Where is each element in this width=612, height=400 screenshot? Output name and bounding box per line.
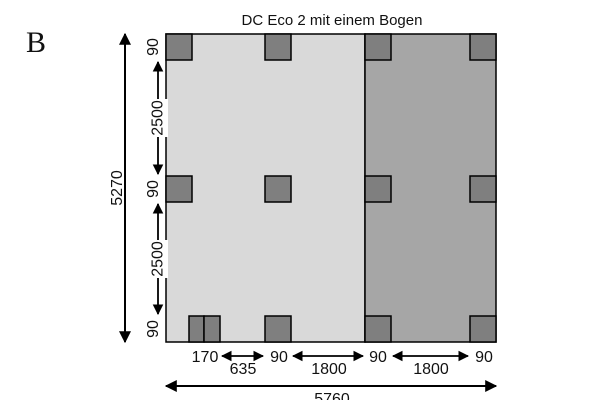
post-mid-left — [165, 175, 193, 203]
post-mid-divider — [364, 175, 392, 203]
total-width-label: 5760 — [314, 391, 350, 400]
panel-letter: B — [26, 26, 46, 59]
total-height-label: 5270 — [109, 170, 126, 206]
left-dim-top-post: 90 — [145, 38, 162, 56]
post-bottom-right — [469, 315, 497, 343]
post-top-right — [469, 33, 497, 61]
bottom-dim-span-a: 1800 — [311, 361, 347, 378]
diagram-title: DC Eco 2 mit einem Bogen — [242, 12, 423, 29]
left-dim-lower-span: 2500 — [150, 241, 167, 277]
bottom-dim-post-b: 90 — [369, 349, 387, 366]
left-dim-mid-post: 90 — [145, 180, 162, 198]
bottom-dim-gap-a: 635 — [230, 361, 257, 378]
post-top-center — [264, 33, 292, 61]
post-bottom-center — [264, 315, 292, 343]
post-bottom-left-a — [188, 315, 205, 343]
post-mid-center — [264, 175, 292, 203]
bottom-dim-first-offset: 170 — [192, 349, 219, 366]
bottom-dim-post-c: 90 — [475, 349, 493, 366]
left-dim-upper-span: 2500 — [150, 100, 167, 136]
bottom-dim-span-b: 1800 — [413, 361, 449, 378]
post-top-divider — [364, 33, 392, 61]
post-top-left — [165, 33, 193, 61]
post-bottom-divider — [364, 315, 392, 343]
bottom-dim-post-a: 90 — [270, 349, 288, 366]
post-bottom-left-b — [203, 315, 221, 343]
post-mid-right — [469, 175, 497, 203]
left-dim-bottom-post: 90 — [145, 320, 162, 338]
